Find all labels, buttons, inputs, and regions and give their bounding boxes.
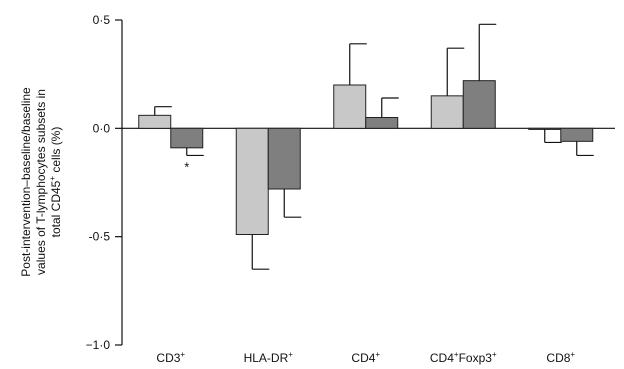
y-tick-label: −1·0	[86, 338, 111, 352]
category-label: CD8+	[546, 350, 575, 365]
annotations: *	[184, 159, 189, 174]
bar	[528, 127, 562, 130]
y-axis-label: Post-intervention–baseline/baseline value…	[19, 87, 63, 277]
category-label: CD4+	[351, 350, 380, 365]
y-tick-label: -0·5	[89, 230, 111, 244]
category-label: HLA-DR+	[244, 350, 294, 365]
bar	[267, 127, 301, 190]
category-label: CD4+Foxp3+	[430, 350, 497, 365]
bars	[138, 23, 594, 270]
y-axis-label-line: Post-intervention–baseline/baseline	[19, 87, 33, 277]
bar	[430, 95, 464, 129]
bar	[560, 127, 594, 142]
significance-marker: *	[184, 159, 189, 174]
bar	[138, 114, 172, 129]
y-tick-label: 0·5	[93, 13, 111, 27]
bar	[235, 127, 269, 235]
category-labels: CD3+ HLA-DR+ CD4+ CD4+Foxp3+ CD8+	[156, 350, 575, 365]
y-axis-label-line: total CD45+ cells (%)	[48, 127, 63, 238]
y-tick-label: 0·0	[93, 121, 111, 135]
bar	[333, 84, 367, 129]
bar	[170, 127, 204, 149]
category-label: CD3+	[156, 350, 185, 365]
bar	[365, 117, 399, 129]
y-axis-label-line: values of T-lymphocytes subsets in	[34, 89, 48, 275]
bar	[462, 80, 496, 129]
